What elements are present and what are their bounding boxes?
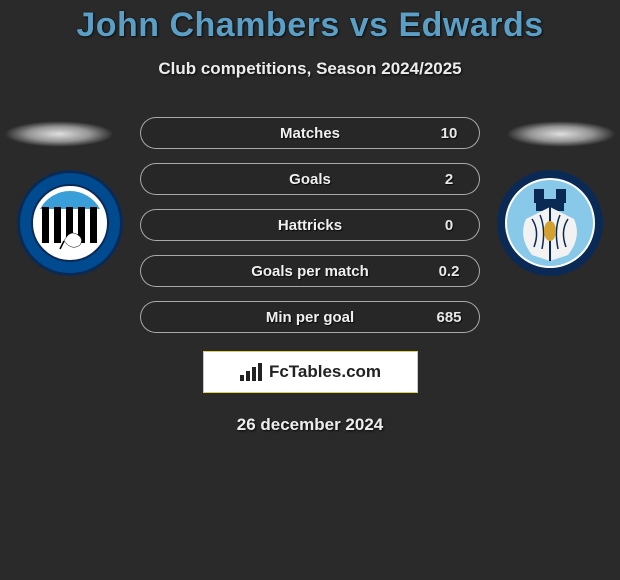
stat-right-value: 0	[419, 217, 479, 234]
colchester-crest-icon	[496, 169, 604, 277]
shadow-ellipse-left	[4, 121, 114, 147]
comparison-card: John Chambers vs Edwards Club competitio…	[0, 0, 620, 435]
stat-label: Goals	[201, 171, 419, 188]
stat-row-matches: Matches 10	[140, 117, 480, 149]
stat-right-value: 685	[419, 309, 479, 326]
date-text: 26 december 2024	[0, 415, 620, 435]
brand-badge[interactable]: FcTables.com	[203, 351, 418, 393]
shadow-ellipse-right	[506, 121, 616, 147]
stats-area: Matches 10 Goals 2 Hattricks 0 Goals per…	[0, 117, 620, 435]
stat-label: Min per goal	[201, 309, 419, 326]
stat-label: Matches	[201, 125, 419, 142]
bars-icon	[239, 362, 265, 382]
stat-right-value: 2	[419, 171, 479, 188]
stats-list: Matches 10 Goals 2 Hattricks 0 Goals per…	[140, 117, 480, 333]
stat-label: Goals per match	[201, 263, 419, 280]
stat-right-value: 10	[419, 125, 479, 142]
stat-row-min-per-goal: Min per goal 685	[140, 301, 480, 333]
stat-row-goals: Goals 2	[140, 163, 480, 195]
page-title: John Chambers vs Edwards	[0, 6, 620, 45]
gillingham-crest-icon	[16, 169, 124, 277]
stat-right-value: 0.2	[419, 263, 479, 280]
stat-row-goals-per-match: Goals per match 0.2	[140, 255, 480, 287]
stat-row-hattricks: Hattricks 0	[140, 209, 480, 241]
brand-text: FcTables.com	[269, 362, 381, 382]
subtitle: Club competitions, Season 2024/2025	[0, 59, 620, 79]
club-crest-right	[496, 169, 604, 277]
stat-label: Hattricks	[201, 217, 419, 234]
club-crest-left	[16, 169, 124, 277]
